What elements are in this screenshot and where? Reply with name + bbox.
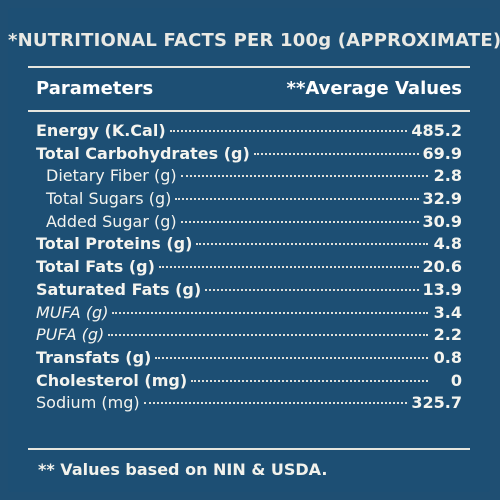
row-label: PUFA (g) [36, 325, 105, 345]
dot-leader [112, 311, 428, 314]
row-label: Transfats (g) [36, 347, 152, 367]
dot-leader [180, 175, 428, 178]
dot-leader [143, 402, 408, 405]
dot-leader [155, 356, 428, 359]
row-label: Dietary Fiber (g) [46, 166, 177, 186]
row-label: Energy (K.Cal) [36, 121, 166, 140]
row-value: 3.4 [433, 302, 462, 322]
table-header: Parameters **Average Values [36, 78, 462, 104]
dot-leader [253, 152, 419, 155]
row-sodium: Sodium (mg) 325.7 [36, 392, 462, 415]
row-value: 4.8 [433, 234, 462, 254]
divider-header [28, 110, 470, 112]
row-label: Total Carbohydrates (g) [36, 143, 250, 163]
row-label: Saturated Fats (g) [36, 279, 202, 299]
row-total-sugars: Total Sugars (g) 32.9 [36, 188, 462, 211]
row-transfats: Transfats (g) 0.8 [36, 347, 462, 370]
nutrition-rows: Energy (K.Cal) 485.2 Total Carbohydrates… [36, 120, 462, 415]
row-value: 2.8 [433, 166, 462, 186]
row-value: 485.2 [411, 121, 462, 140]
row-label: Added Sugar (g) [46, 211, 177, 231]
row-label: Total Fats (g) [36, 257, 155, 277]
row-total-fats: Total Fats (g) 20.6 [36, 256, 462, 279]
row-added-sugar: Added Sugar (g) 30.9 [36, 211, 462, 234]
row-value: 20.6 [422, 257, 462, 277]
row-value: 69.9 [422, 143, 462, 163]
footnote: ** Values based on NIN & USDA. [38, 460, 328, 479]
row-value: 0.8 [433, 347, 462, 367]
row-value: 325.7 [411, 393, 462, 413]
row-cholesterol: Cholesterol (mg) 0 [36, 370, 462, 393]
row-value: 32.9 [422, 189, 462, 209]
dot-leader [175, 198, 419, 201]
row-label: Total Sugars (g) [46, 189, 172, 209]
row-label: Cholesterol (mg) [36, 370, 188, 390]
dot-leader [180, 220, 419, 223]
row-value: 13.9 [422, 279, 462, 299]
header-parameters: Parameters [36, 78, 154, 99]
row-saturated-fats: Saturated Fats (g) 13.9 [36, 279, 462, 302]
row-total-proteins: Total Proteins (g) 4.8 [36, 233, 462, 256]
dot-leader [205, 288, 419, 291]
row-value: 2.2 [433, 325, 462, 345]
dot-leader [169, 130, 408, 132]
row-value: 0 [450, 370, 462, 390]
row-energy: Energy (K.Cal) 485.2 [36, 120, 462, 143]
dot-leader [108, 334, 428, 337]
divider-bottom [28, 448, 470, 450]
row-label: MUFA (g) [36, 302, 109, 322]
dot-leader [196, 243, 428, 246]
dot-leader [191, 379, 428, 382]
row-label: Total Proteins (g) [36, 234, 193, 254]
row-pufa: PUFA (g) 2.2 [36, 324, 462, 347]
nutrition-facts-panel: *NUTRITIONAL FACTS PER 100g (APPROXIMATE… [8, 8, 500, 492]
panel-title: *NUTRITIONAL FACTS PER 100g (APPROXIMATE… [8, 30, 500, 51]
row-mufa: MUFA (g) 3.4 [36, 302, 462, 325]
row-label: Sodium (mg) [36, 393, 140, 413]
header-average-values: **Average Values [286, 78, 462, 99]
row-dietary-fiber: Dietary Fiber (g) 2.8 [36, 165, 462, 188]
divider-top [28, 66, 470, 68]
row-total-carbohydrates: Total Carbohydrates (g) 69.9 [36, 143, 462, 166]
row-value: 30.9 [422, 211, 462, 231]
dot-leader [158, 266, 419, 269]
